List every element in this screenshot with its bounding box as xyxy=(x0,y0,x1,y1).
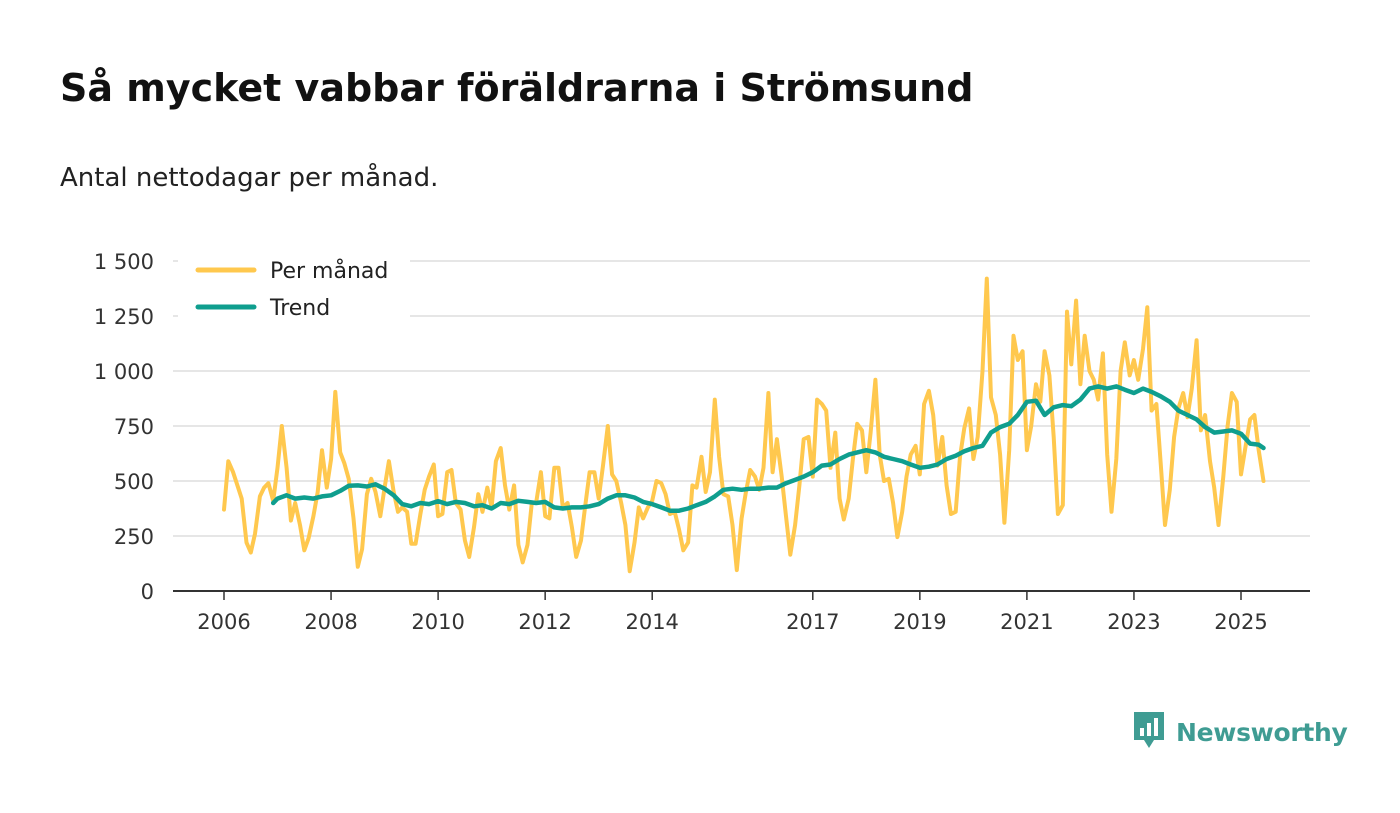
x-tick-label: 2008 xyxy=(304,610,357,634)
series-line-per-manad xyxy=(222,276,1266,574)
newsworthy-logo-icon xyxy=(1132,710,1166,754)
y-tick-label: 1 000 xyxy=(94,360,154,384)
x-tick-label: 2012 xyxy=(518,610,571,634)
legend: Per månad Trend xyxy=(178,250,410,321)
x-tick-label: 2010 xyxy=(411,610,464,634)
newsworthy-brand-name: Newsworthy xyxy=(1176,717,1348,747)
x-tick-label: 2025 xyxy=(1214,610,1267,634)
series-lines xyxy=(222,276,1266,574)
chart-subtitle: Antal nettodagar per månad. xyxy=(60,163,439,193)
y-tick-label: 1 500 xyxy=(94,250,154,274)
x-tick-label: 2006 xyxy=(197,610,250,634)
newsworthy-brand: Newsworthy xyxy=(1132,711,1348,753)
y-tick-label: 750 xyxy=(114,415,154,439)
x-tick-label: 2014 xyxy=(625,610,678,634)
legend-label-trend: Trend xyxy=(269,296,330,321)
x-tick-label: 2021 xyxy=(1000,610,1053,634)
legend-label-per-manad: Per månad xyxy=(270,258,388,284)
x-tick-label: 2019 xyxy=(893,610,946,634)
series-line-trend xyxy=(270,384,1266,513)
y-tick-label: 1 250 xyxy=(94,305,154,329)
y-tick-label: 250 xyxy=(114,525,154,549)
y-axis: 0 250 500 750 1 000 1 250 1 500 xyxy=(94,250,154,604)
y-tick-label: 0 xyxy=(141,580,154,604)
x-tick-label: 2017 xyxy=(786,610,839,634)
y-tick-label: 500 xyxy=(114,470,154,494)
x-tick-label: 2023 xyxy=(1107,610,1160,634)
x-axis: 2006 2008 2010 2012 2014 2017 2019 2021 2023 2025 xyxy=(173,590,1310,634)
chart-title: Så mycket vabbar föräldrarna i Strömsund xyxy=(60,66,974,110)
